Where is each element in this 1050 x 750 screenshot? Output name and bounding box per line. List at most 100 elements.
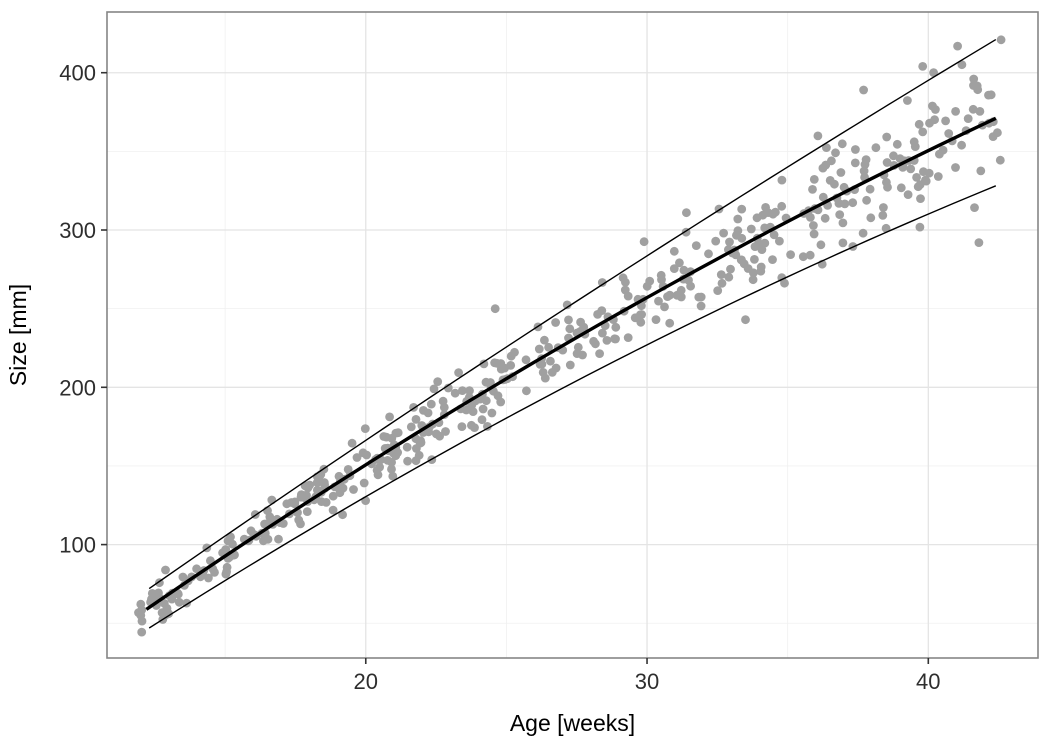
data-point xyxy=(820,213,830,223)
data-point xyxy=(913,182,923,192)
data-point xyxy=(711,236,721,246)
data-point xyxy=(157,608,167,617)
data-point xyxy=(481,377,491,387)
data-point xyxy=(303,483,313,493)
data-point xyxy=(909,137,919,147)
data-point xyxy=(373,470,383,480)
data-point xyxy=(756,262,766,272)
data-point xyxy=(859,85,868,95)
data-point xyxy=(733,214,743,224)
data-point xyxy=(879,203,888,212)
data-point xyxy=(639,237,649,247)
data-point xyxy=(347,438,357,448)
data-point xyxy=(906,164,916,174)
data-point xyxy=(426,399,436,409)
data-point xyxy=(623,291,633,301)
data-point xyxy=(136,599,146,609)
data-point xyxy=(696,292,706,302)
data-point xyxy=(957,140,966,150)
data-point xyxy=(544,342,553,352)
data-point xyxy=(137,627,147,637)
data-point xyxy=(970,203,979,213)
data-point xyxy=(343,465,353,474)
data-point xyxy=(935,149,944,159)
data-point xyxy=(433,377,443,386)
data-point xyxy=(752,241,762,251)
data-point xyxy=(492,358,502,368)
gridlines-minor xyxy=(107,12,1038,658)
data-point xyxy=(758,210,768,220)
data-point xyxy=(780,278,789,288)
data-point xyxy=(657,275,666,284)
data-point xyxy=(838,218,848,228)
data-point xyxy=(477,415,487,425)
data-point xyxy=(889,151,898,161)
y-axis-title: Size [mm] xyxy=(5,284,31,386)
median-curve xyxy=(145,116,997,611)
data-point xyxy=(665,318,675,328)
x-tick-label-20: 20 xyxy=(353,669,377,694)
data-point xyxy=(192,564,202,574)
data-point xyxy=(362,450,371,460)
data-point xyxy=(416,438,426,447)
data-point xyxy=(645,276,655,286)
plot-panel-border xyxy=(106,11,1039,659)
data-point xyxy=(777,201,787,211)
data-point xyxy=(969,74,979,84)
data-point xyxy=(951,107,960,116)
data-point xyxy=(385,412,394,422)
data-point xyxy=(338,483,348,493)
data-point xyxy=(743,264,753,273)
data-point xyxy=(551,318,560,327)
data-point xyxy=(221,545,231,554)
data-point xyxy=(479,359,489,369)
data-point xyxy=(881,223,891,233)
data-point xyxy=(654,296,663,306)
data-point xyxy=(813,131,823,141)
data-point xyxy=(611,322,621,332)
data-point xyxy=(274,534,283,544)
data-point xyxy=(290,499,300,509)
data-point xyxy=(260,519,269,529)
data-point xyxy=(457,422,467,431)
data-point xyxy=(660,302,669,312)
data-point xyxy=(951,163,960,172)
x-tick-label-40: 40 xyxy=(916,669,940,694)
data-point xyxy=(565,324,575,334)
data-point xyxy=(349,485,358,494)
data-point xyxy=(768,255,777,264)
data-point xyxy=(724,272,734,282)
data-point xyxy=(691,241,701,251)
data-point xyxy=(914,119,924,129)
data-point xyxy=(919,167,928,177)
data-point xyxy=(597,278,607,287)
data-point xyxy=(521,355,531,365)
data-point xyxy=(490,304,500,314)
data-point xyxy=(953,41,962,51)
data-point xyxy=(825,176,835,185)
data-point xyxy=(602,336,612,345)
data-point xyxy=(621,277,630,287)
data-point xyxy=(866,213,876,223)
data-point xyxy=(771,207,780,217)
data-point xyxy=(610,334,619,344)
data-point xyxy=(411,456,421,466)
data-point xyxy=(352,453,362,462)
data-point xyxy=(597,306,607,315)
data-point xyxy=(423,408,433,418)
data-point xyxy=(696,301,706,311)
data-point xyxy=(750,255,759,264)
data-point xyxy=(974,238,984,248)
data-point xyxy=(775,236,784,246)
data-point xyxy=(682,208,691,218)
data-point xyxy=(412,444,421,453)
data-point xyxy=(669,246,679,256)
data-point xyxy=(302,507,312,516)
data-point xyxy=(741,315,750,325)
data-point xyxy=(836,168,846,177)
data-point xyxy=(328,505,338,515)
data-point xyxy=(996,35,1006,45)
data-point xyxy=(878,211,888,220)
data-point xyxy=(777,175,787,185)
